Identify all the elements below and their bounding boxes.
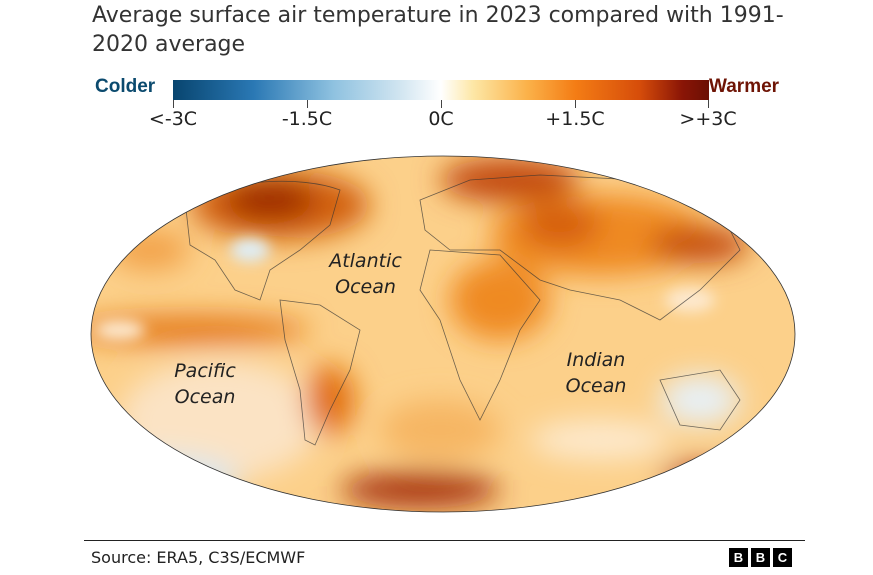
label-line: Ocean [565, 375, 627, 397]
source-text: Source: ERA5, C3S/ECMWF [91, 548, 306, 567]
label-line: Atlantic [329, 250, 402, 272]
label-line: Ocean [335, 276, 396, 298]
legend-tick-label: 0C [428, 108, 454, 130]
legend-colder-label: Colder [95, 76, 156, 97]
coastlines [184, 174, 741, 446]
legend-color-bar [173, 80, 709, 100]
legend-warmer-label: Warmer [709, 76, 780, 97]
label-atlantic-ocean: Atlantic Ocean [318, 248, 413, 300]
bbc-logo: B B C [729, 548, 792, 567]
chart-title: Average surface air temperature in 2023 … [92, 3, 784, 57]
label-line: Ocean [174, 386, 236, 408]
globe-outline [90, 155, 796, 513]
anomaly-field [91, 156, 795, 512]
logo-block: B [729, 548, 748, 567]
legend-tick-label: -1.5C [281, 108, 333, 130]
label-line: Indian [566, 349, 626, 371]
logo-block: B [751, 548, 770, 567]
logo-block: C [773, 548, 792, 567]
legend-tick [173, 100, 174, 108]
legend-tick [441, 100, 442, 108]
label-line: Pacific [174, 360, 236, 382]
label-indian-ocean: Indian Ocean [550, 347, 642, 399]
legend-tick-label: <-3C [148, 108, 198, 130]
label-pacific-ocean: Pacific Ocean [160, 358, 250, 410]
legend-tick [575, 100, 576, 108]
legend-tick-label: >+3C [679, 108, 737, 130]
footer-divider [84, 540, 805, 541]
legend-tick [307, 100, 308, 108]
legend-tick [708, 100, 709, 108]
legend-tick-label: +1.5C [545, 108, 605, 130]
